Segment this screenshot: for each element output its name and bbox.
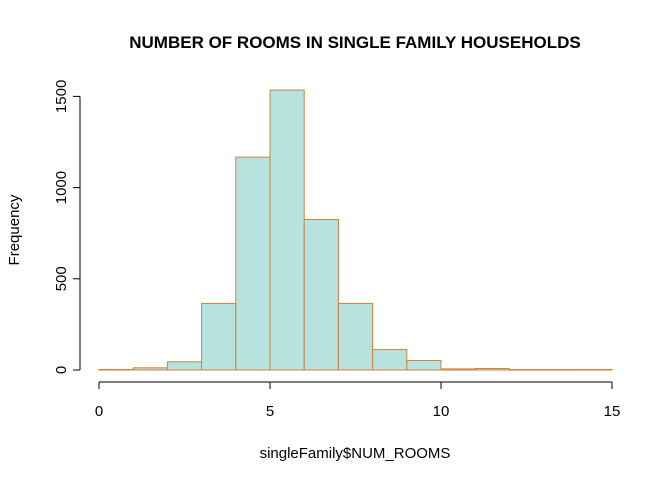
histogram-bar-12	[508, 369, 545, 371]
x-tick-label-3: 15	[604, 403, 621, 420]
histogram-bar-11	[474, 368, 510, 371]
x-tick-label-1: 5	[266, 403, 274, 420]
histogram-bar-6	[303, 219, 339, 371]
histogram-bar-10	[440, 368, 476, 371]
histogram-bar-2	[166, 361, 203, 371]
x-axis: 0 5 10 15	[95, 381, 621, 420]
y-tick-label-1: 500	[53, 266, 70, 291]
y-tick-label-2: 1000	[53, 171, 70, 204]
y-axis-label: Frequency	[6, 194, 23, 265]
x-tick-label-2: 10	[433, 403, 450, 420]
histogram-bar-9	[406, 360, 442, 371]
histogram-bar-5	[269, 89, 305, 371]
bars-group	[98, 89, 613, 371]
chart-title: NUMBER OF ROOMS IN SINGLE FAMILY HOUSEHO…	[129, 33, 580, 52]
y-axis: 0 500 1000 1500	[53, 80, 81, 374]
histogram-bar-0	[98, 368, 134, 371]
histogram-bar-14	[577, 368, 613, 371]
histogram-bar-4	[235, 156, 271, 371]
y-tick-label-3: 1500	[53, 80, 70, 113]
x-tick-label-0: 0	[95, 403, 103, 420]
histogram-bar-1	[132, 367, 168, 371]
histogram-bar-3	[201, 302, 237, 371]
y-tick-label-0: 0	[53, 366, 70, 374]
histogram-bar-13	[543, 369, 579, 371]
histogram-bar-8	[372, 349, 408, 371]
x-axis-label: singleFamily$NUM_ROOMS	[260, 445, 451, 462]
histogram-bar-7	[337, 302, 374, 371]
